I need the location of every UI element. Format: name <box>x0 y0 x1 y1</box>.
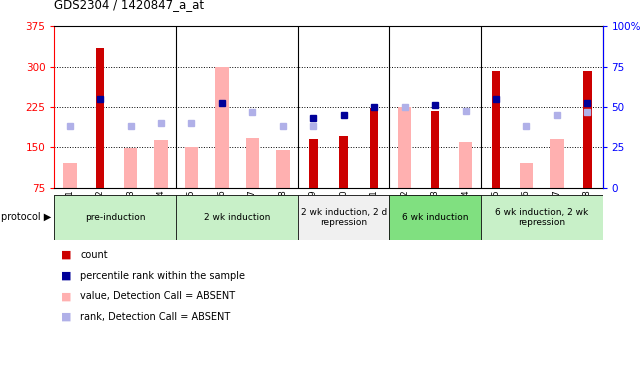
Bar <box>459 142 472 188</box>
Bar <box>154 140 168 188</box>
Text: percentile rank within the sample: percentile rank within the sample <box>80 271 245 280</box>
Bar <box>176 195 298 240</box>
Bar <box>481 195 603 240</box>
Text: GDS2304 / 1420847_a_at: GDS2304 / 1420847_a_at <box>54 0 204 11</box>
Bar <box>309 139 317 188</box>
Bar <box>96 48 104 188</box>
Bar <box>520 164 533 188</box>
Bar <box>215 67 229 188</box>
Text: ■: ■ <box>61 271 71 280</box>
Text: value, Detection Call = ABSENT: value, Detection Call = ABSENT <box>80 291 235 301</box>
Bar <box>276 150 290 188</box>
Bar <box>298 195 389 240</box>
Bar <box>492 71 500 188</box>
Text: 6 wk induction: 6 wk induction <box>402 213 469 222</box>
Bar <box>340 136 348 188</box>
Text: protocol ▶: protocol ▶ <box>1 213 51 222</box>
Bar <box>370 108 378 188</box>
Text: 2 wk induction, 2 d
repression: 2 wk induction, 2 d repression <box>301 208 387 227</box>
Bar <box>246 138 259 188</box>
Bar <box>550 139 563 188</box>
Bar <box>54 195 176 240</box>
Text: count: count <box>80 250 108 260</box>
Text: 2 wk induction: 2 wk induction <box>204 213 271 222</box>
Bar <box>63 164 76 188</box>
Bar <box>583 71 592 188</box>
Bar <box>431 111 439 188</box>
Bar <box>185 147 198 188</box>
Text: ■: ■ <box>61 312 71 322</box>
Bar <box>389 195 481 240</box>
Bar <box>398 107 412 188</box>
Text: ■: ■ <box>61 250 71 260</box>
Bar <box>124 148 137 188</box>
Text: ■: ■ <box>61 291 71 301</box>
Text: 6 wk induction, 2 wk
repression: 6 wk induction, 2 wk repression <box>495 208 588 227</box>
Text: pre-induction: pre-induction <box>85 213 146 222</box>
Text: rank, Detection Call = ABSENT: rank, Detection Call = ABSENT <box>80 312 230 322</box>
